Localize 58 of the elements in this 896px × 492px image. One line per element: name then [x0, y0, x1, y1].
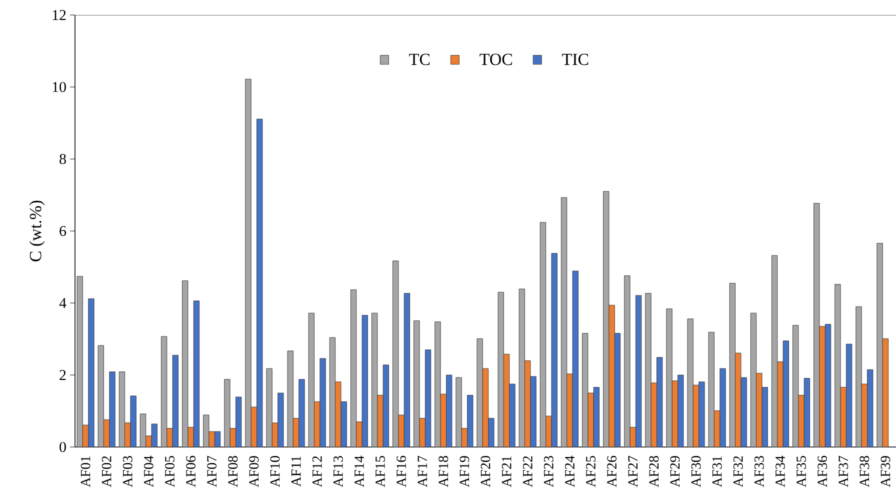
x-tick-label: AF14 [354, 456, 364, 488]
y-tick-label: 0 [60, 442, 66, 452]
x-tick-label: AF11 [291, 456, 301, 487]
y-tick-label: 8 [60, 154, 66, 164]
x-tick-label: AF18 [438, 456, 448, 488]
x-tick-label: AF21 [502, 456, 512, 488]
legend-label: TIC [562, 54, 588, 66]
x-tick-label: AF35 [796, 456, 806, 488]
x-tick-label: AF12 [312, 456, 322, 488]
x-tick-label: AF24 [565, 456, 574, 488]
x-tick-label: AF20 [480, 456, 490, 488]
x-tick-label: AF06 [186, 456, 196, 488]
x-tick-label: AF39 [880, 456, 890, 488]
x-tick-label: AF33 [754, 456, 764, 488]
x-tick-label: AF25 [586, 456, 596, 488]
bar [377, 394, 384, 447]
x-tick-label: AF08 [228, 456, 238, 488]
x-tick-label: AF28 [649, 456, 659, 488]
x-tick-label: AF26 [607, 456, 617, 488]
y-axis-title: C (wt.%) [29, 200, 45, 262]
bar [509, 384, 516, 447]
x-tick-label: AF36 [818, 456, 828, 488]
bar [245, 78, 252, 447]
x-tick-label: AF23 [544, 456, 554, 488]
x-tick-label: AF09 [249, 456, 259, 488]
y-tick-label: 6 [60, 226, 66, 236]
x-tick-label: AF37 [838, 456, 848, 488]
x-tick-label: AF13 [333, 456, 343, 488]
x-tick-label: AF16 [396, 456, 406, 488]
x-tick-label: AF31 [712, 456, 722, 488]
bar [109, 372, 116, 447]
legend-label: TC [409, 54, 430, 66]
y-tick-label: 12 [52, 10, 66, 20]
x-tick-label: AF29 [670, 456, 680, 488]
x-tick-label: AF19 [460, 456, 470, 488]
y-tick-label: 4 [59, 298, 66, 308]
x-tick-label: AF04 [144, 456, 154, 488]
y-tick-label: 10 [52, 82, 66, 92]
x-tick-label: AF15 [376, 456, 385, 488]
bar [645, 293, 652, 447]
x-tick-label: AF10 [270, 456, 280, 488]
x-tick-label: AF02 [102, 456, 112, 488]
bar [588, 392, 594, 447]
x-tick-label: AF01 [80, 456, 90, 488]
x-tick-label: AF22 [522, 456, 532, 488]
x-tick-label: AF05 [165, 456, 174, 488]
x-tick-label: AF30 [691, 456, 701, 488]
x-tick-label: AF07 [207, 456, 217, 488]
bar [856, 306, 862, 447]
legend-label: TOC [480, 54, 512, 66]
x-tick-label: AF34 [776, 456, 785, 488]
x-tick-label: AF38 [860, 456, 870, 488]
x-tick-label: AF03 [122, 456, 132, 488]
x-tick-label: AF32 [733, 456, 743, 488]
x-tick-label: AF27 [628, 456, 638, 488]
y-tick-label: 2 [60, 370, 66, 380]
bar [720, 368, 726, 447]
x-tick-label: AF17 [418, 456, 427, 488]
